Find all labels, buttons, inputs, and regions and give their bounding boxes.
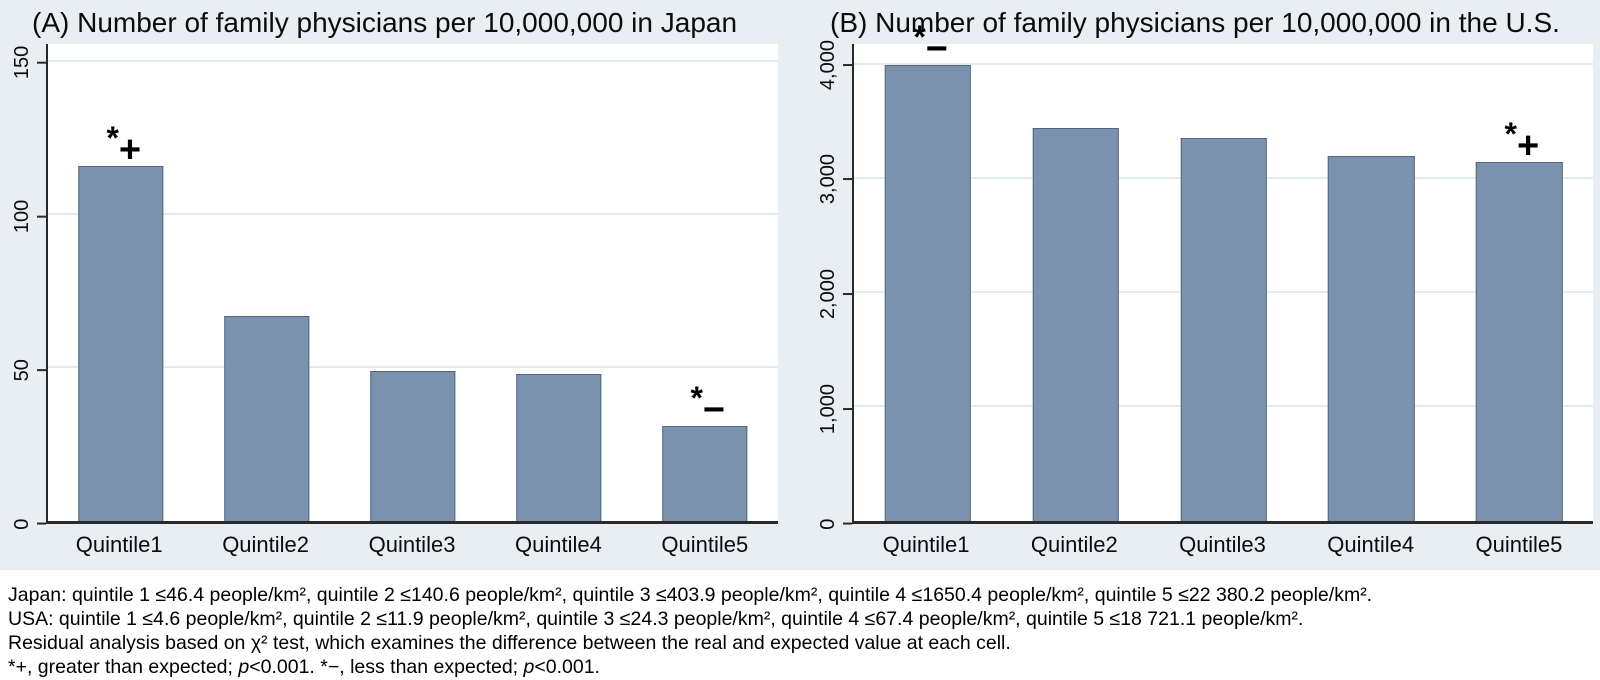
y-tick-label: 50 [11, 359, 33, 382]
plus-icon: + [118, 129, 142, 172]
x-label-quintile4: Quintile4 [1327, 532, 1415, 557]
y-tick-label: 1,000 [817, 384, 839, 435]
bar-quintile4 [516, 374, 602, 521]
y-tick-mark [37, 523, 46, 525]
y-tick-label: 0 [11, 518, 33, 530]
significance-annotation: * − [913, 21, 948, 70]
y-tick-mark [843, 63, 852, 66]
y-tick-mark [843, 293, 852, 296]
plus-icon: + [1516, 124, 1540, 167]
bar-quintile3 [1180, 137, 1267, 521]
y-tick-mark [37, 61, 46, 64]
y-tick: 100 [11, 200, 46, 233]
asterisk-icon: * [1504, 115, 1517, 152]
y-tick: 50 [11, 359, 46, 381]
plot-area-us: * − * + [852, 21, 1593, 524]
bar-quintile1 [884, 64, 972, 521]
minus-icon: − [702, 389, 726, 432]
footnote-line: USA: quintile 1 ≤4.6 people/km², quintil… [8, 608, 1304, 630]
gridline [48, 213, 778, 216]
asterisk-icon: * [690, 380, 703, 417]
chart-title-japan: (A) Number of family physicians per 10,0… [32, 7, 738, 38]
y-tick-label: 3,000 [817, 154, 839, 205]
x-label-quintile3: Quintile3 [1179, 532, 1266, 557]
plot-area-japan: * + * − [46, 44, 778, 524]
footnote-line: Japan: quintile 1 ≤46.4 people/km², quin… [8, 584, 1373, 606]
y-tick-label: 100 [11, 199, 33, 233]
chart-title-us: (B) Number of family physicians per 10,0… [830, 7, 1560, 38]
bar-quintile5 [1475, 161, 1563, 521]
chart-panel-us: (B) Number of family physicians per 10,0… [800, 0, 1600, 570]
x-axis-labels-japan: Quintile1 Quintile2 Quintile3 Quintile4 Quin… [46, 524, 778, 570]
bar-quintile3 [370, 371, 456, 521]
x-label-quintile1: Quintile1 [75, 532, 163, 557]
x-label-quintile1: Quintile1 [882, 532, 970, 557]
y-tick: 0 [817, 518, 852, 530]
plot-wrap: 0 1,000 2,000 3,000 4,000 * − * + [800, 21, 1600, 530]
x-label-quintile2: Quintile2 [1030, 532, 1118, 557]
y-tick-label: 4,000 [817, 39, 839, 90]
chart-region: (A) Number of family physicians per 10,0… [0, 0, 1600, 570]
bar-quintile2 [1032, 128, 1119, 521]
asterisk-icon: * [106, 120, 119, 157]
chart-panel-japan: (A) Number of family physicians per 10,0… [0, 0, 800, 570]
y-tick-label: 150 [11, 45, 33, 80]
y-tick: 1,000 [817, 384, 852, 434]
y-tick-label: 0 [817, 518, 839, 530]
y-tick: 150 [11, 46, 46, 79]
gridline [48, 60, 778, 63]
y-axis-us: 0 1,000 2,000 3,000 4,000 [800, 40, 852, 530]
x-label-quintile5: Quintile5 [661, 532, 749, 557]
x-label-quintile3: Quintile3 [368, 532, 456, 557]
x-label-quintile5: Quintile5 [1475, 532, 1563, 557]
y-tick: 3,000 [817, 154, 852, 205]
significance-annotation: * + [106, 122, 142, 172]
footnote-line: Residual analysis based on χ² test, whic… [8, 632, 1011, 654]
footnotes: Japan: quintile 1 ≤46.4 people/km², quin… [0, 570, 1600, 679]
asterisk-icon: * [913, 18, 926, 55]
y-tick-mark [843, 178, 852, 181]
plot-wrap: 0 50 100 150 * + * − [0, 44, 800, 530]
y-tick-label: 2,000 [817, 269, 839, 320]
bar-quintile1 [78, 166, 164, 521]
gridline [854, 62, 1593, 65]
bar-quintile2 [224, 316, 310, 521]
bar-quintile4 [1328, 155, 1415, 521]
significance-annotation: * + [1505, 118, 1540, 167]
gridline [48, 366, 778, 369]
x-axis-labels-us: Quintile1 Quintile2 Quintile3 Quintile4 Quin… [852, 524, 1593, 570]
bar-quintile5 [662, 426, 748, 521]
y-tick-mark [37, 215, 46, 218]
y-tick: 0 [11, 518, 46, 530]
y-tick: 2,000 [817, 269, 852, 319]
y-axis-japan: 0 50 100 150 [0, 44, 46, 530]
y-tick-mark [37, 369, 46, 372]
y-tick-mark [843, 408, 852, 411]
x-label-quintile2: Quintile2 [222, 532, 310, 557]
footnote-line: *+, greater than expected; p<0.001. *−, … [8, 656, 600, 678]
y-tick: 4,000 [817, 40, 852, 90]
y-tick-mark [843, 523, 852, 525]
significance-annotation: * − [690, 382, 726, 432]
minus-icon: − [925, 27, 948, 70]
x-label-quintile4: Quintile4 [515, 532, 602, 557]
